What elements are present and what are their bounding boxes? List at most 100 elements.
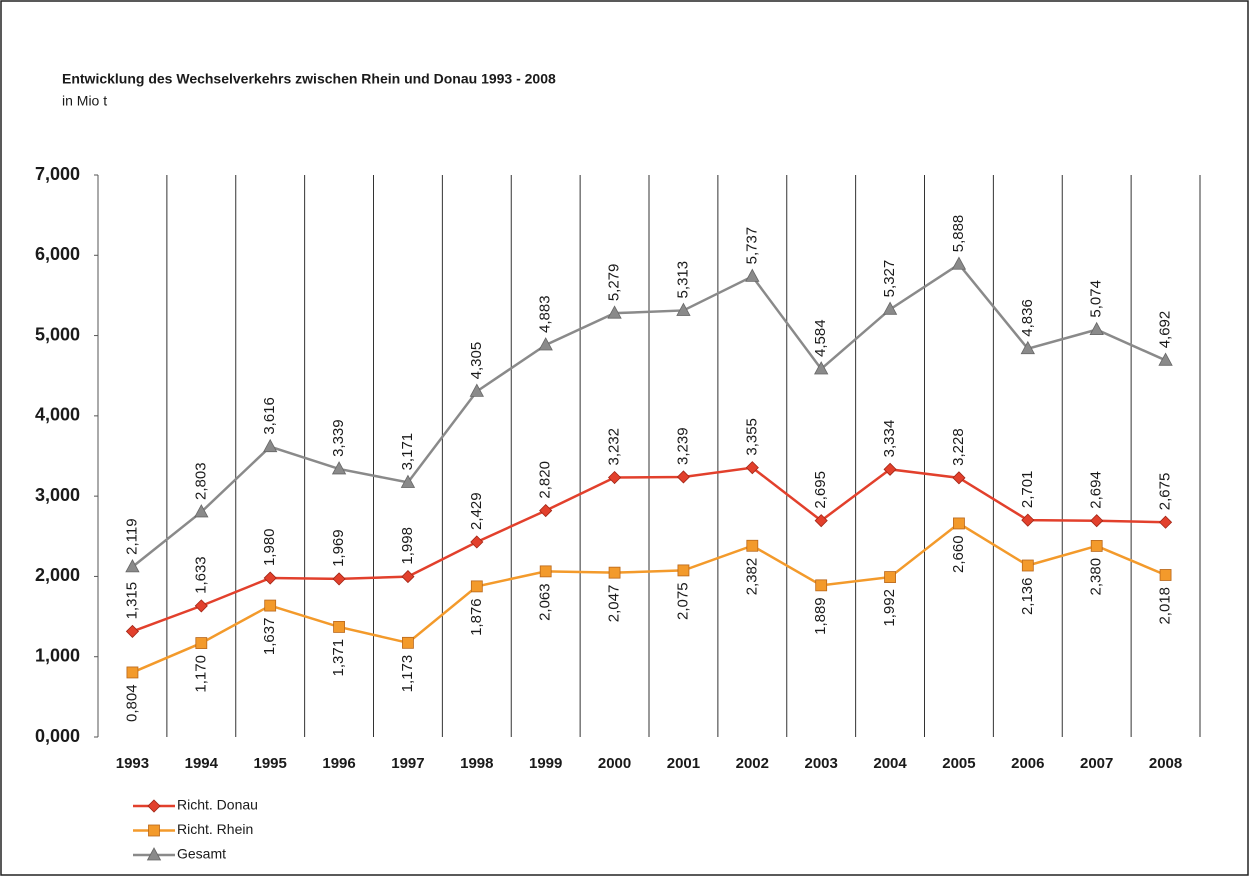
marker [746,539,759,552]
data-label: 3,334 [881,420,898,458]
marker [400,474,416,488]
x-tick-label: 1997 [391,755,424,772]
y-tick-label: 5,000 [35,324,80,344]
data-label: 2,660 [950,535,967,573]
marker [402,636,414,649]
marker [814,514,828,528]
x-tick-label: 2001 [667,755,700,772]
data-label: 3,339 [330,419,347,457]
marker [194,504,209,518]
data-label: 3,171 [399,433,416,471]
data-label: 2,675 [1157,473,1174,511]
data-label: 5,737 [743,227,760,265]
x-tick-label: 1999 [529,755,562,772]
x-tick-label: 1996 [322,755,355,772]
data-label: 1,992 [881,589,898,627]
data-label: 2,380 [1088,558,1105,596]
series-line [131,521,1167,674]
data-label: 1,998 [399,527,416,565]
x-tick-label: 1994 [185,755,219,772]
data-label: 2,136 [1019,578,1036,616]
marker [677,564,690,577]
data-label: 1,170 [192,655,209,693]
data-label: 2,694 [1088,471,1105,509]
marker [125,624,140,638]
data-label: 3,616 [261,397,278,435]
marker [1021,559,1034,572]
series-line [131,262,1167,568]
marker [745,461,759,475]
data-label: 1,969 [330,529,347,567]
data-label: 3,228 [950,428,967,466]
x-tick-label: 2002 [736,755,769,772]
x-tick-label: 1998 [460,755,493,772]
marker [608,566,621,579]
marker [263,571,277,585]
data-label: 4,692 [1157,311,1174,349]
data-label: 2,695 [812,471,829,509]
y-tick-label: 0,000 [35,726,80,746]
legend-marker [146,847,162,861]
marker [539,504,553,518]
data-label: 5,327 [881,260,898,298]
x-tick-label: 2005 [942,755,975,772]
data-label: 4,836 [1019,299,1036,337]
marker [814,361,829,375]
x-tick-label: 2008 [1149,755,1182,772]
data-label: 2,075 [674,582,691,620]
data-label: 0,804 [123,684,140,722]
data-label: 2,820 [537,461,554,499]
data-label: 2,701 [1019,471,1036,509]
marker [1159,569,1172,581]
marker [470,580,483,593]
data-label: 1,633 [192,556,209,594]
data-label: 1,173 [399,655,416,693]
marker [401,570,415,584]
x-tick-label: 2007 [1080,755,1113,772]
y-tick-label: 7,000 [35,164,80,184]
marker [333,621,345,633]
x-tick-label: 2006 [1011,755,1044,772]
marker [1090,540,1103,552]
x-tick-label: 2003 [805,755,838,772]
series-line [132,466,1166,633]
data-label: 2,119 [123,518,140,554]
data-label: 2,429 [468,492,485,530]
marker [195,637,208,649]
data-label: 3,239 [674,427,691,465]
data-label: 2,063 [537,583,554,621]
x-tick-label: 2004 [873,755,907,772]
data-label: 1,637 [261,618,278,656]
legend-marker [148,824,160,837]
data-label: 2,382 [743,558,760,596]
data-label: 5,313 [674,261,691,299]
marker [676,470,691,484]
data-label: 1,980 [261,528,278,566]
marker [815,579,828,592]
marker [607,305,622,319]
x-tick-label: 1993 [116,755,149,772]
marker [125,559,140,573]
data-label: 1,876 [468,598,485,636]
x-tick-label: 1995 [254,755,287,772]
legend-label: Richt. Rhein [177,821,253,837]
marker [538,337,553,351]
data-label: 2,047 [606,585,623,623]
data-label: 3,232 [606,428,623,466]
marker [1090,514,1104,528]
data-label: 5,279 [606,264,623,302]
y-tick-label: 6,000 [35,244,80,264]
marker [264,599,277,612]
data-label: 5,074 [1088,280,1105,318]
chart-title: Entwicklung des Wechselverkehrs zwischen… [62,71,556,87]
marker [1158,352,1173,366]
y-tick-label: 2,000 [35,565,80,585]
data-label: 1,315 [123,582,140,620]
marker [607,470,622,485]
data-label: 4,883 [537,295,554,333]
data-label: 2,018 [1157,587,1174,625]
marker [953,517,965,530]
marker [1020,340,1035,355]
y-tick-label: 3,000 [35,485,80,505]
